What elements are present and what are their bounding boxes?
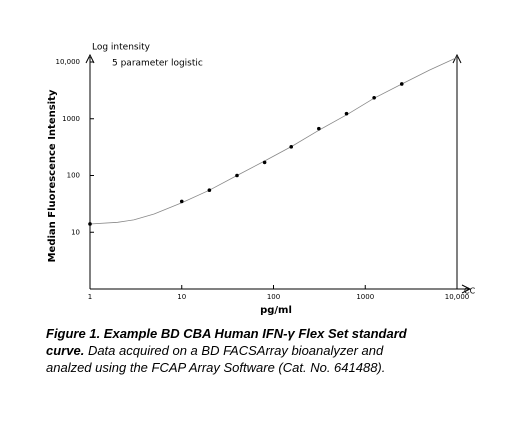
data-point — [88, 222, 92, 226]
data-point — [289, 145, 294, 149]
caption: Figure 1. Example BD CBA Human IFN-γ Fle… — [46, 325, 426, 376]
y-annotation: Log intensity — [92, 43, 151, 53]
data-point — [235, 173, 239, 178]
x-annotation: CC — [464, 287, 476, 296]
x-tick-label: 100 — [267, 293, 280, 301]
chart: Log intensity 5 parameter logistic CC Me… — [47, 43, 476, 317]
x-axis-arrow — [461, 284, 472, 294]
y-tick-label: 100 — [67, 172, 80, 180]
y-tick-label: 10 — [71, 228, 80, 236]
caption-text: Data acquired on a BD FACSArray bioanaly… — [46, 343, 386, 375]
data-point — [372, 95, 376, 100]
y-axis-label: Median Fluorescence Intensity — [47, 89, 58, 262]
x-tick-label: 1 — [88, 293, 92, 301]
fit-label: 5 parameter logistic — [112, 59, 203, 69]
data-point — [317, 126, 321, 131]
data-point — [207, 188, 212, 193]
x-tick-label: 1000 — [356, 293, 374, 301]
data-point — [262, 160, 267, 165]
right-axis-arrow — [452, 53, 462, 64]
x-tick-label: 10 — [177, 293, 186, 301]
data-point — [399, 82, 404, 86]
caption-bold: Figure 1. Example BD CBA Human IFN-γ Fle… — [46, 326, 407, 358]
y-tick-label: 10,000 — [56, 58, 81, 66]
y-tick-label: 1000 — [62, 115, 80, 123]
x-axis-label: pg/ml — [260, 305, 292, 316]
x-tick-label: 10,000 — [445, 293, 470, 301]
data-point — [179, 199, 184, 204]
y-axis-arrow — [85, 53, 95, 64]
data-point — [344, 111, 349, 116]
